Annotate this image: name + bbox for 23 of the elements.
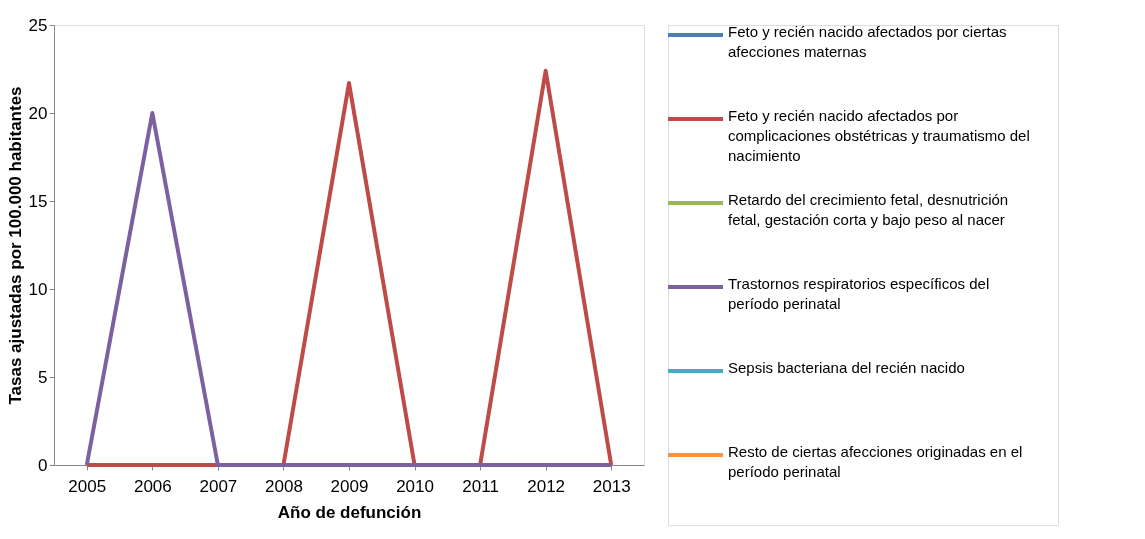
- x-tick-label: 2007: [199, 476, 238, 496]
- x-tick-label: 2011: [462, 476, 499, 496]
- legend-label: Retardo del crecimiento fetal, desnutrición fetal, gestación corta y bajo peso al nacer: [728, 191, 1009, 228]
- y-tick-label: 15: [28, 191, 48, 211]
- y-tick-label: 10: [28, 279, 48, 299]
- y-tick-label: 25: [28, 15, 48, 35]
- legend-label: Feto y recién nacido afectados por complicaciones obstétricas y traumatismo del nacimiento: [728, 107, 1030, 164]
- y-tick-label: 20: [28, 103, 48, 123]
- legend-label: Resto de ciertas afecciones originadas en el período perinatal: [728, 443, 1023, 480]
- x-tick-label: 2009: [330, 476, 369, 496]
- y-axis-title: Tasas ajustadas por 100.000 habitantes: [5, 86, 25, 405]
- y-tick-label: 0: [38, 455, 48, 475]
- legend-label: Feto y recién nacido afectados por ciertas afecciones maternas: [728, 23, 1007, 60]
- x-axis-title: Año de defunción: [277, 502, 422, 522]
- y-tick-label: 5: [38, 367, 48, 387]
- x-tick-label: 2006: [133, 476, 172, 496]
- x-tick-label: 2013: [592, 476, 631, 496]
- legend-label: Sepsis bacteriana del recién nacido: [728, 359, 965, 376]
- x-tick-label: 2008: [265, 476, 303, 496]
- legend-label: Trastornos respiratorios específicos del período perinatal: [728, 275, 990, 312]
- x-tick-label: 2010: [396, 476, 434, 496]
- x-tick-label: 2012: [527, 476, 566, 496]
- x-tick-label: 2005: [68, 476, 107, 496]
